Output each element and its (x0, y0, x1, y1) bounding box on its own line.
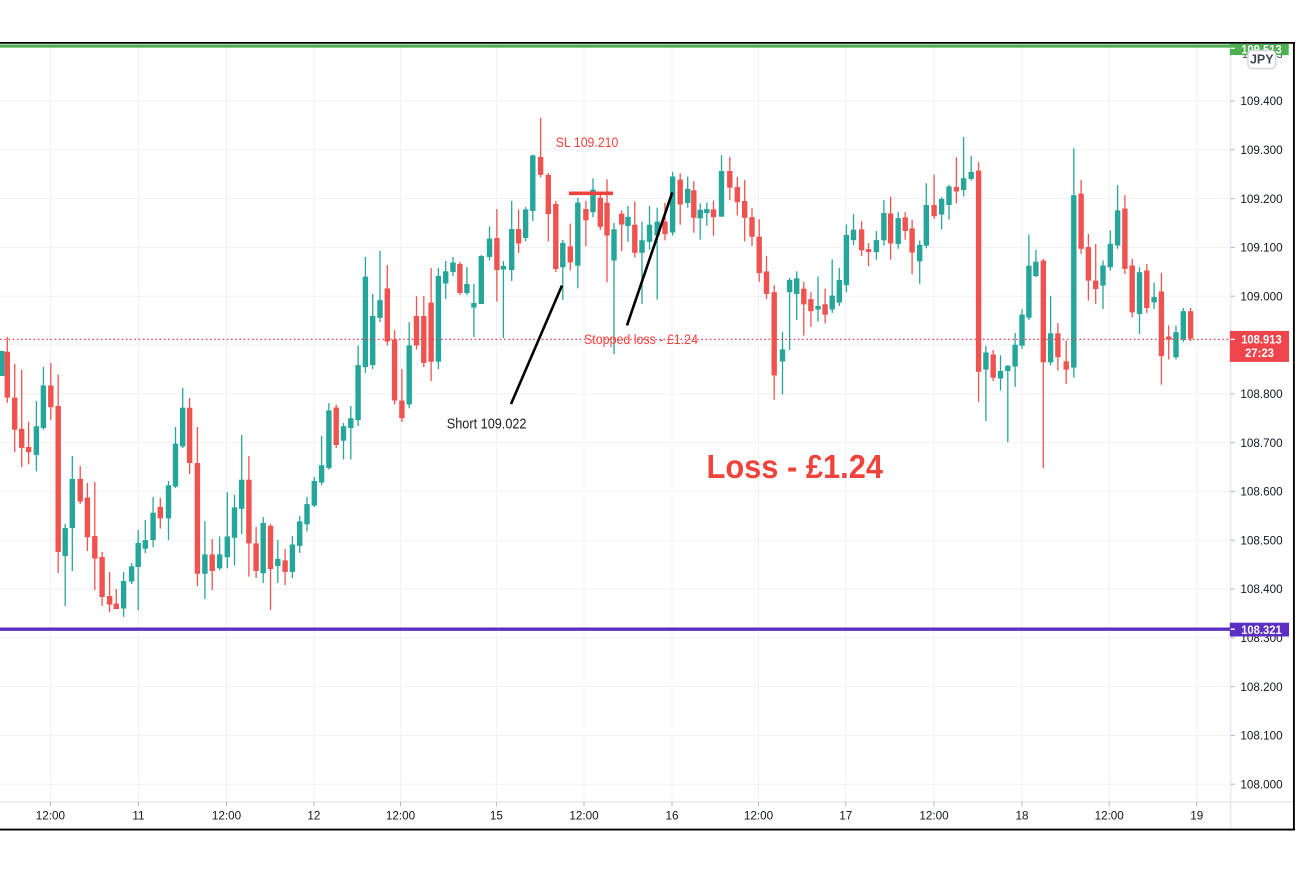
svg-text:Short 109.022: Short 109.022 (447, 416, 527, 433)
svg-text:108.100: 108.100 (1240, 730, 1283, 743)
svg-text:108.000: 108.000 (1240, 778, 1283, 791)
svg-text:109.100: 109.100 (1240, 242, 1283, 255)
svg-text:12: 12 (307, 810, 320, 823)
svg-text:19: 19 (1190, 810, 1203, 823)
svg-text:109.000: 109.000 (1240, 290, 1283, 303)
svg-text:108.700: 108.700 (1240, 437, 1283, 450)
svg-text:12:00: 12:00 (744, 810, 774, 823)
svg-text:108.913: 108.913 (1241, 335, 1282, 347)
svg-text:12:00: 12:00 (569, 810, 599, 823)
svg-text:108.600: 108.600 (1240, 486, 1283, 499)
svg-text:12:00: 12:00 (36, 810, 66, 823)
svg-text:12:00: 12:00 (919, 810, 949, 823)
svg-text:108.800: 108.800 (1240, 388, 1283, 401)
svg-text:SL 109.210: SL 109.210 (556, 134, 619, 150)
svg-text:27:23: 27:23 (1245, 348, 1274, 360)
svg-text:108.200: 108.200 (1240, 681, 1283, 694)
svg-text:11: 11 (132, 810, 144, 823)
svg-text:12:00: 12:00 (212, 810, 242, 823)
svg-text:109.200: 109.200 (1240, 193, 1283, 206)
svg-text:109.400: 109.400 (1240, 95, 1283, 108)
svg-text:109.300: 109.300 (1240, 144, 1283, 157)
svg-text:108.400: 108.400 (1240, 583, 1283, 596)
svg-text:18: 18 (1015, 810, 1028, 823)
svg-text:Stopped loss - £1.24: Stopped loss - £1.24 (584, 332, 698, 347)
svg-text:17: 17 (839, 810, 852, 823)
svg-text:15: 15 (490, 810, 504, 823)
svg-text:12:00: 12:00 (1095, 810, 1125, 823)
svg-text:16: 16 (665, 810, 678, 823)
svg-text:Loss - £1.24: Loss - £1.24 (707, 449, 884, 486)
svg-text:JPY: JPY (1250, 53, 1274, 67)
svg-text:108.321: 108.321 (1241, 625, 1282, 637)
svg-text:108.500: 108.500 (1240, 534, 1283, 547)
svg-text:12:00: 12:00 (386, 810, 416, 823)
